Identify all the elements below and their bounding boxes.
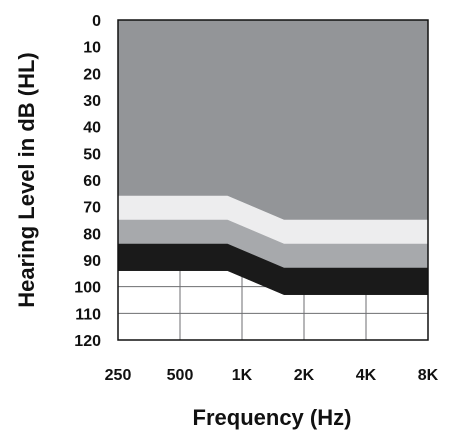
y-axis-title: Hearing Level in dB (HL)	[14, 52, 39, 307]
y-tick-label: 100	[74, 280, 101, 297]
y-tick-label: 0	[92, 13, 101, 30]
x-tick-label: 8K	[418, 367, 439, 384]
y-tick-label: 90	[83, 253, 101, 270]
x-tick-label: 250	[105, 367, 132, 384]
hearing-band-1	[117, 19, 429, 221]
y-tick-label: 10	[83, 40, 101, 57]
y-tick-label: 40	[83, 120, 101, 137]
y-tick-label: 70	[83, 200, 101, 217]
y-tick-label: 120	[74, 333, 101, 350]
x-axis-ticks: 250 500 1K 2K 4K 8K	[105, 367, 439, 384]
x-tick-label: 500	[167, 367, 194, 384]
y-tick-label: 80	[83, 226, 101, 243]
x-tick-label: 1K	[232, 367, 253, 384]
y-tick-label: 20	[83, 66, 101, 83]
x-tick-label: 2K	[294, 367, 315, 384]
y-tick-label: 60	[83, 173, 101, 190]
y-tick-label: 50	[83, 146, 101, 163]
y-axis-ticks: 0 10 20 30 40 50 60 70 80 90 100 110 120	[74, 13, 101, 350]
plot-frame	[117, 19, 429, 341]
y-tick-label: 110	[75, 306, 101, 323]
x-axis-title: Frequency (Hz)	[193, 405, 352, 430]
hearing-level-bands	[117, 19, 429, 295]
y-tick-label: 30	[83, 93, 101, 110]
x-tick-label: 4K	[356, 367, 377, 384]
